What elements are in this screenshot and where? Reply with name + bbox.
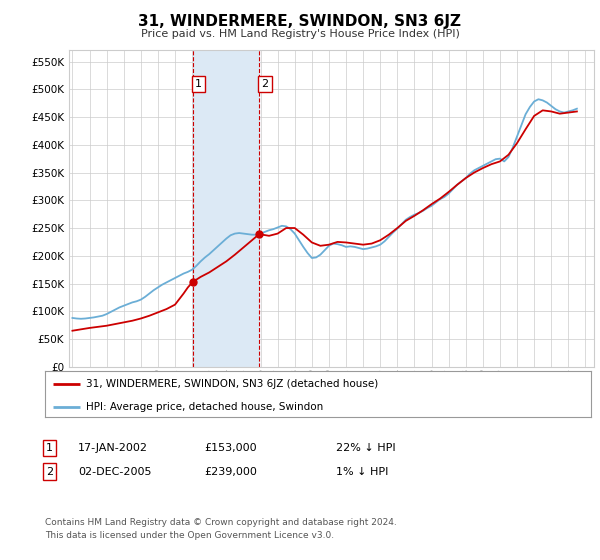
Text: 1: 1 bbox=[46, 443, 53, 453]
Text: 17-JAN-2002: 17-JAN-2002 bbox=[78, 443, 148, 453]
Text: Contains HM Land Registry data © Crown copyright and database right 2024.: Contains HM Land Registry data © Crown c… bbox=[45, 518, 397, 527]
Text: This data is licensed under the Open Government Licence v3.0.: This data is licensed under the Open Gov… bbox=[45, 531, 334, 540]
Text: 1% ↓ HPI: 1% ↓ HPI bbox=[336, 466, 388, 477]
Text: 31, WINDERMERE, SWINDON, SN3 6JZ (detached house): 31, WINDERMERE, SWINDON, SN3 6JZ (detach… bbox=[86, 379, 378, 389]
Text: 1: 1 bbox=[195, 79, 202, 88]
Text: 2: 2 bbox=[46, 466, 53, 477]
Text: 22% ↓ HPI: 22% ↓ HPI bbox=[336, 443, 395, 453]
Text: £153,000: £153,000 bbox=[204, 443, 257, 453]
Text: 31, WINDERMERE, SWINDON, SN3 6JZ: 31, WINDERMERE, SWINDON, SN3 6JZ bbox=[139, 14, 461, 29]
Text: Price paid vs. HM Land Registry's House Price Index (HPI): Price paid vs. HM Land Registry's House … bbox=[140, 29, 460, 39]
Text: £239,000: £239,000 bbox=[204, 466, 257, 477]
Text: HPI: Average price, detached house, Swindon: HPI: Average price, detached house, Swin… bbox=[86, 402, 323, 412]
Text: 02-DEC-2005: 02-DEC-2005 bbox=[78, 466, 151, 477]
Bar bbox=[193, 50, 259, 367]
Text: 2: 2 bbox=[262, 79, 269, 88]
